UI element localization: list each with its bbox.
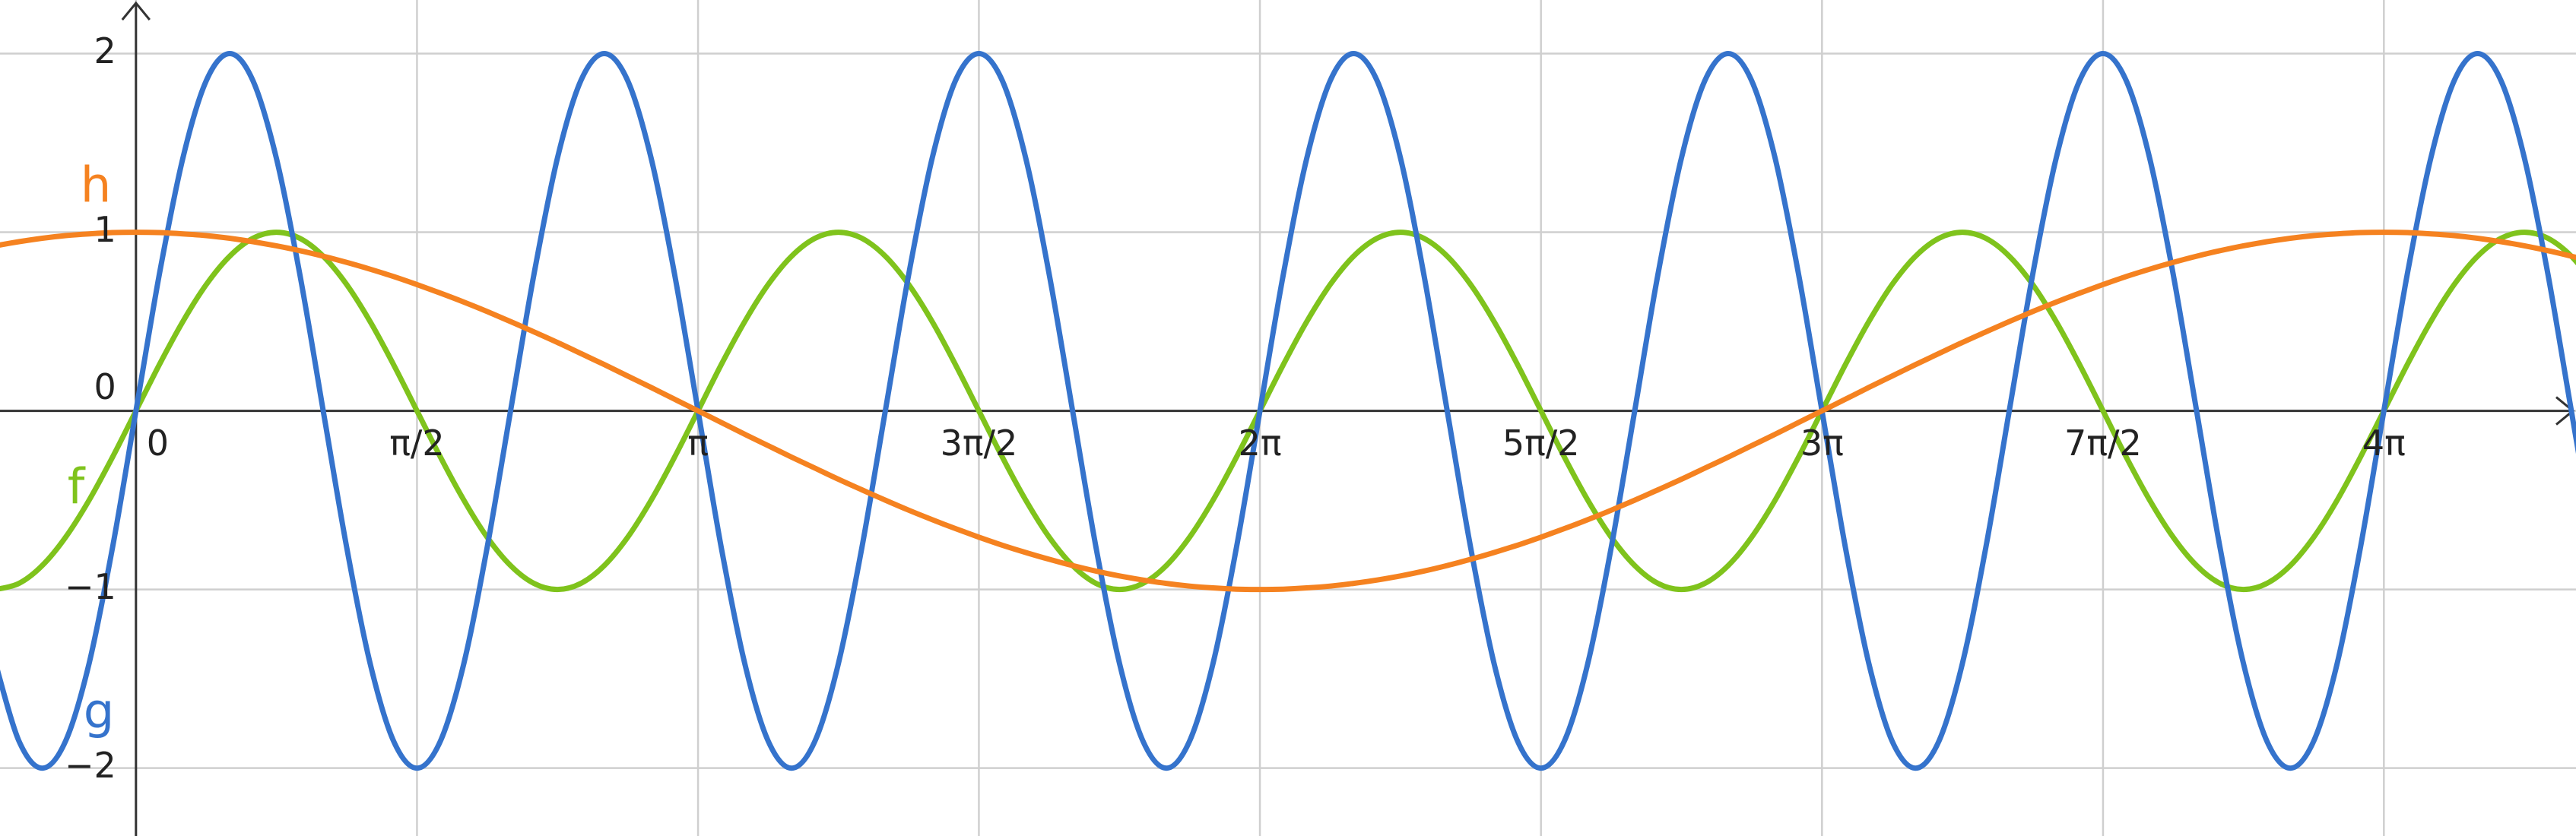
- function-curve: [0, 230, 2576, 593]
- y-tick-label: 2: [94, 30, 116, 71]
- x-tick-label: 5π/2: [1502, 423, 1580, 464]
- function-curve: [0, 51, 2576, 771]
- x-tick-label: π/2: [389, 423, 444, 464]
- labels: 0 π/2 π 3π/2 2π 5π/2 3π 7π/2 4π −2 −1 0 1 2 f g h: [65, 30, 2406, 786]
- curves: [0, 51, 2576, 771]
- x-tick-label: 7π/2: [2064, 423, 2142, 464]
- x-tick-label: 3π/2: [941, 423, 1018, 464]
- x-tick-label: 2π: [1239, 423, 1282, 464]
- y-tick-label: 1: [94, 209, 116, 250]
- x-tick-label: π: [687, 423, 709, 464]
- y-tick-label: 0: [94, 366, 116, 407]
- function-curve: [0, 230, 2576, 593]
- x-tick-label: 0: [147, 423, 169, 464]
- y-axis-arrow: [121, 1, 151, 21]
- function-label: f: [68, 460, 86, 516]
- x-tick-label: 4π: [2362, 423, 2406, 464]
- x-tick-label: 3π: [1800, 423, 1844, 464]
- y-tick-label: −1: [65, 566, 116, 607]
- function-label: g: [84, 684, 115, 740]
- function-label: h: [81, 158, 112, 214]
- y-tick-label: −2: [65, 745, 116, 786]
